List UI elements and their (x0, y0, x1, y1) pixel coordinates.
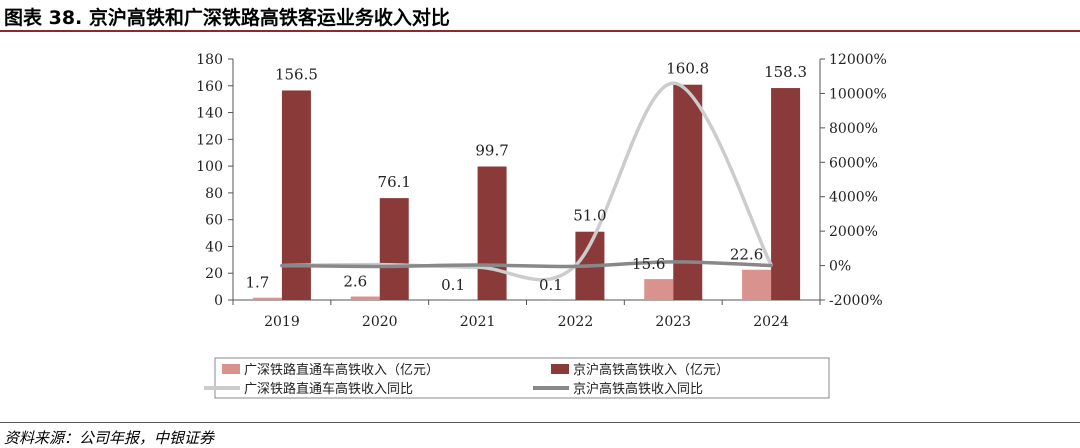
data-label-jinghu: 158.3 (764, 63, 807, 81)
left-tick-label: 160 (196, 79, 223, 95)
right-tick-label: 6000% (829, 155, 878, 171)
bar-guangshen (350, 296, 380, 300)
data-label-guangshen: 22.6 (730, 246, 763, 264)
yoy-lines (280, 81, 773, 282)
right-tick-label: 4000% (829, 190, 878, 206)
bar-jinghu (379, 198, 409, 300)
legend-label: 京沪高铁高铁收入（亿元） (573, 362, 729, 378)
left-tick-label: 120 (196, 132, 223, 148)
data-label-jinghu: 51.0 (573, 207, 606, 225)
axes: 0 20 40 60 80 100 120 140 160 180 -2000% 0% 2000% 400… (196, 52, 887, 330)
x-tick-label: 2022 (558, 314, 594, 330)
x-tick-label: 2020 (362, 314, 398, 330)
x-tick-label: 2023 (655, 314, 691, 330)
legend-label: 京沪高铁高铁收入同比 (573, 381, 703, 397)
left-tick-label: 140 (196, 106, 223, 122)
legend-swatch (222, 364, 240, 374)
line-jinghu-yoy (280, 260, 773, 269)
bar-guangshen (252, 297, 282, 300)
right-tick-label: 10000% (829, 86, 887, 102)
bar-guangshen (644, 279, 674, 300)
left-tick-label: 60 (205, 213, 223, 229)
bar-jinghu (477, 166, 507, 300)
data-label-guangshen: 0.1 (441, 276, 465, 294)
bars (252, 84, 801, 300)
legend: 广深铁路直通车高铁收入（亿元） 京沪高铁高铁收入（亿元） 广深铁路直通车高铁收入同比… (204, 357, 830, 399)
left-tick-label: 40 (205, 239, 223, 255)
data-label-guangshen: 2.6 (343, 273, 367, 291)
legend-label: 广深铁路直通车高铁收入（亿元） (244, 362, 439, 378)
data-labels: 1.7 156.5 2.6 76.1 0.1 99.7 0.1 51.0 15.6 160.8 22… (245, 60, 807, 294)
legend-swatch (551, 364, 569, 374)
left-tick-label: 0 (214, 293, 223, 309)
legend-label: 广深铁路直通车高铁收入同比 (244, 381, 413, 397)
x-tick-label: 2024 (753, 314, 789, 330)
right-tick-label: -2000% (829, 293, 883, 309)
left-tick-label: 100 (196, 159, 223, 175)
legend-box (214, 357, 830, 399)
data-label-guangshen: 0.1 (539, 276, 563, 294)
chart-title: 图表 38. 京沪高铁和广深铁路高铁客运业务收入对比 (4, 7, 450, 29)
footer-divider (0, 422, 1080, 423)
left-tick-label: 20 (205, 266, 223, 282)
data-label-guangshen: 1.7 (245, 274, 269, 292)
source-note: 资料来源：公司年报，中银证券 (4, 429, 215, 447)
bar-jinghu (771, 88, 801, 300)
data-label-jinghu: 99.7 (475, 142, 508, 160)
right-tick-label: 0% (829, 259, 851, 275)
left-tick-label: 80 (205, 186, 223, 202)
right-tick-label: 12000% (829, 52, 887, 68)
data-label-jinghu: 160.8 (666, 60, 709, 78)
title-bar: 图表 38. 京沪高铁和广深铁路高铁客运业务收入对比 (0, 0, 1080, 32)
right-tick-label: 2000% (829, 224, 878, 240)
x-tick-label: 2021 (460, 314, 496, 330)
data-label-jinghu: 156.5 (275, 65, 318, 83)
left-tick-label: 180 (196, 52, 223, 68)
right-tick-label: 8000% (829, 121, 878, 137)
bar-jinghu (281, 90, 311, 300)
data-label-guangshen: 15.6 (632, 255, 665, 273)
data-label-jinghu: 76.1 (378, 173, 411, 191)
bar-guangshen (742, 269, 772, 300)
x-tick-label: 2019 (264, 314, 300, 330)
bar-jinghu (673, 84, 703, 300)
